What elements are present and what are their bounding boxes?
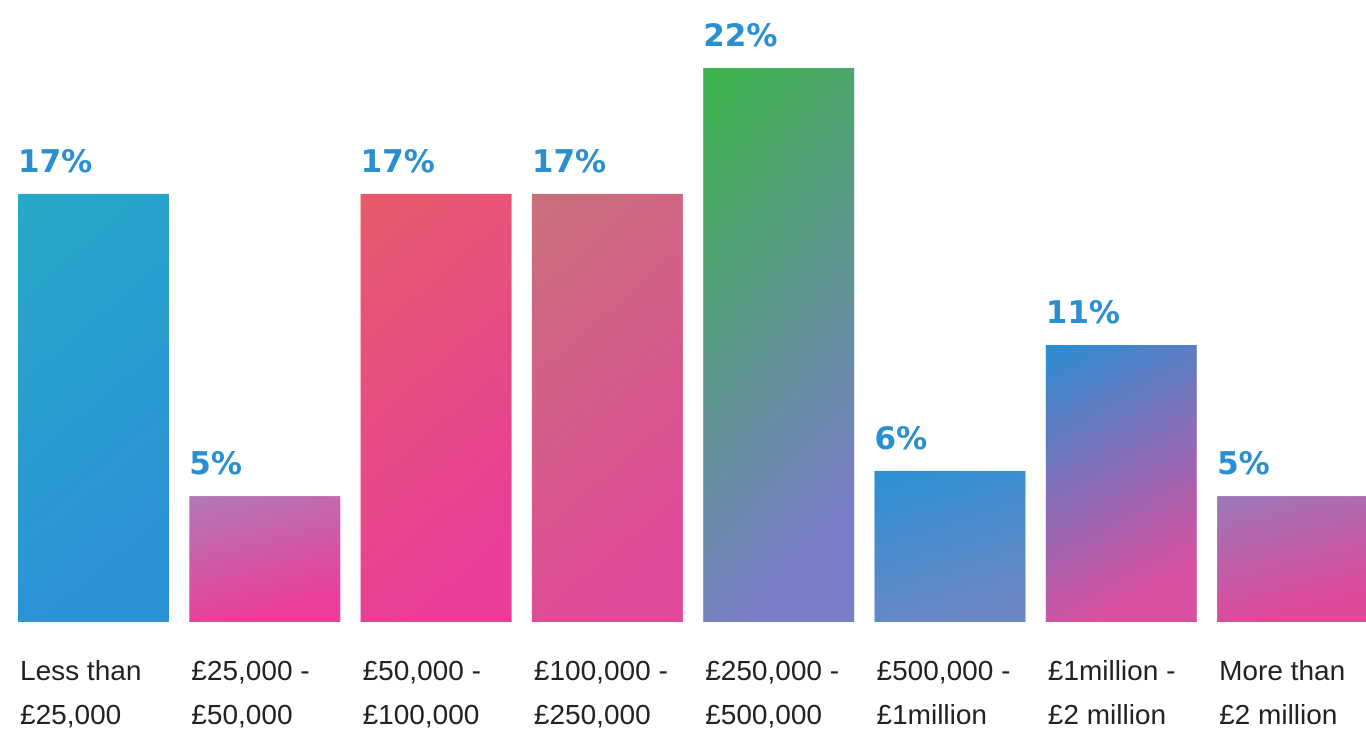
bar [531,193,683,622]
category-label: More than [1219,655,1345,686]
category-label: £100,000 [363,699,480,729]
value-label: 17% [18,144,92,180]
value-label: 17% [532,144,606,180]
category-label: £50,000 - [363,655,481,686]
bar [189,496,341,622]
bar [703,68,855,622]
category-label: £250,000 [534,699,651,729]
category-label: £100,000 - [534,655,668,686]
category-label: £50,000 [191,699,292,729]
category-label: £2 million [1048,699,1166,729]
value-label: 6% [875,421,928,457]
category-label: £1million - [1048,655,1176,686]
category-label: £500,000 [705,699,822,729]
value-label: 5% [189,446,242,482]
category-label: Less than [20,655,141,686]
category-label: £25,000 - [191,655,309,686]
bar [874,470,1026,622]
category-label: £25,000 [20,699,121,729]
bar [1045,345,1197,622]
category-label: £500,000 - [877,655,1011,686]
value-label: 11% [1046,295,1120,331]
value-label: 22% [703,18,777,54]
category-label: £2 million [1219,699,1337,729]
bar [1217,496,1366,622]
category-label: £1million [877,699,988,729]
bar [360,193,512,622]
value-label: 5% [1217,446,1270,482]
value-label: 17% [361,144,435,180]
category-label: £250,000 - [705,655,839,686]
bar [18,193,169,622]
